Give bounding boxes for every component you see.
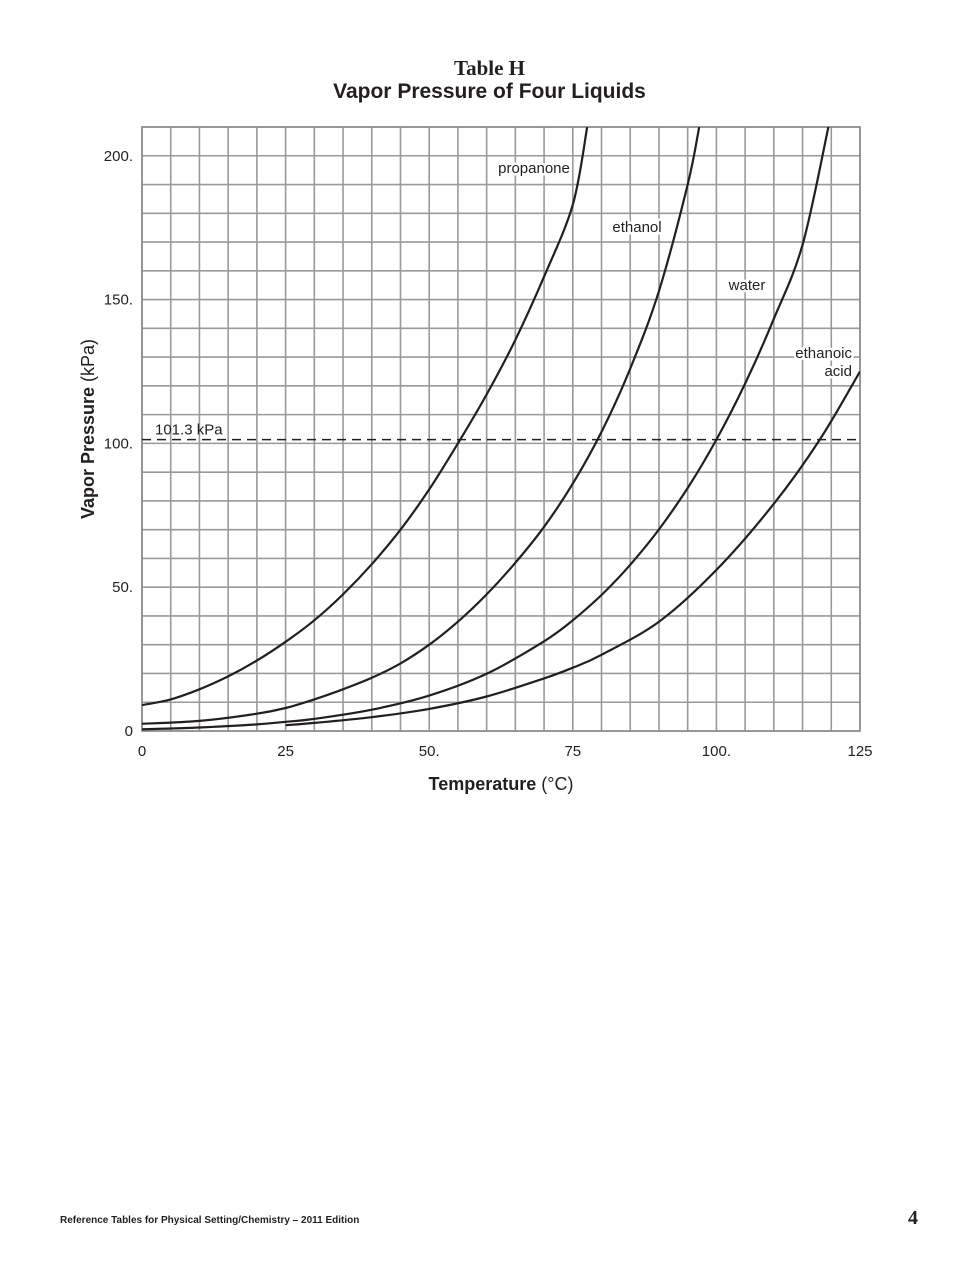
y-tick-label: 50. <box>112 579 133 596</box>
series-label-ethanoic-acid: acid <box>824 363 852 380</box>
series-label-propanone: propanone <box>498 160 570 177</box>
series-label-ethanol: ethanol <box>612 219 661 236</box>
series-label-water: water <box>728 277 766 294</box>
table-label: Table H <box>454 56 525 80</box>
series-line-water <box>142 127 830 731</box>
reference-line-label: 101.3 kPa <box>155 422 223 439</box>
series-line-ethanoic-acid <box>285 370 860 727</box>
x-tick-label: 100. <box>702 743 731 760</box>
vapor-pressure-chart: 0 25 50. 75 100. 125 0 50. 100. 150. 200. Temperatu… <box>78 126 873 794</box>
y-axis-label: Vapor Pressure (kPa) <box>78 339 98 519</box>
x-tick-label: 25 <box>277 743 294 760</box>
series-line-ethanol <box>142 127 701 725</box>
x-tick-label: 125 <box>847 743 872 760</box>
y-tick-label: 0 <box>125 723 133 740</box>
y-tick-label: 150. <box>104 292 133 309</box>
x-axis-label: Temperature (°C) <box>429 774 574 794</box>
y-tick-label: 200. <box>104 148 133 165</box>
series-label-ethanoic-acid: ethanoic <box>795 345 852 362</box>
footer-reference: Reference Tables for Physical Setting/Ch… <box>60 1215 360 1226</box>
x-tick-label: 75 <box>564 743 581 760</box>
page-number: 4 <box>908 1207 918 1229</box>
series-line-propanone <box>142 127 589 707</box>
x-tick-label: 0 <box>138 743 146 760</box>
y-tick-label: 100. <box>104 435 133 452</box>
x-tick-label: 50. <box>419 743 440 760</box>
plot-frame <box>141 126 861 732</box>
chart-title: Vapor Pressure of Four Liquids <box>333 80 646 103</box>
